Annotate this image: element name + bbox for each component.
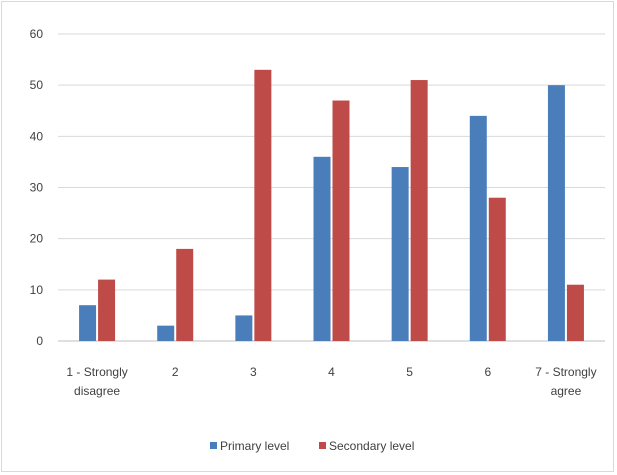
bar-secondary [98,279,116,341]
x-tick-label: 4 [328,365,335,379]
bars [79,69,584,342]
bar-primary [391,167,409,341]
legend-swatch-primary [210,442,217,449]
y-tick-label: 10 [30,283,44,297]
y-tick-label: 0 [36,334,43,348]
y-tick-label: 30 [30,181,44,195]
x-tick-label: 2 [172,365,179,379]
bar-primary [469,115,487,341]
gridlines [58,33,605,342]
y-tick-label: 20 [30,232,44,246]
bar-primary [547,85,565,342]
y-axis-ticks: 0 10 20 30 40 50 60 [30,27,44,348]
y-tick-label: 40 [30,129,44,143]
bar-primary [157,325,175,341]
y-tick-label: 60 [30,27,44,41]
bar-secondary [254,69,272,342]
bar-secondary [176,248,194,341]
bar-secondary [410,80,428,342]
x-tick-label: 5 [406,365,413,379]
x-tick-label: 7 - Strongly agree [535,365,596,398]
legend-label-primary: Primary level [220,439,289,453]
bar-secondary [488,197,506,341]
y-tick-label: 50 [30,78,44,92]
bar-secondary [332,100,350,342]
x-tick-label: 6 [484,365,491,379]
bar-primary [235,315,253,341]
bar-primary [313,156,331,341]
legend-label-secondary: Secondary level [329,439,414,453]
legend-swatch-secondary [319,442,326,449]
bar-primary [79,305,97,341]
x-tick-label: 3 [250,365,257,379]
legend: Primary level Secondary level [210,439,414,453]
bar-secondary [566,284,584,341]
x-axis-labels: 1 - Strongly disagree 2 3 4 5 6 7 - Strongly agr… [66,365,596,398]
x-tick-label: 1 - Strongly disagree [66,365,127,398]
